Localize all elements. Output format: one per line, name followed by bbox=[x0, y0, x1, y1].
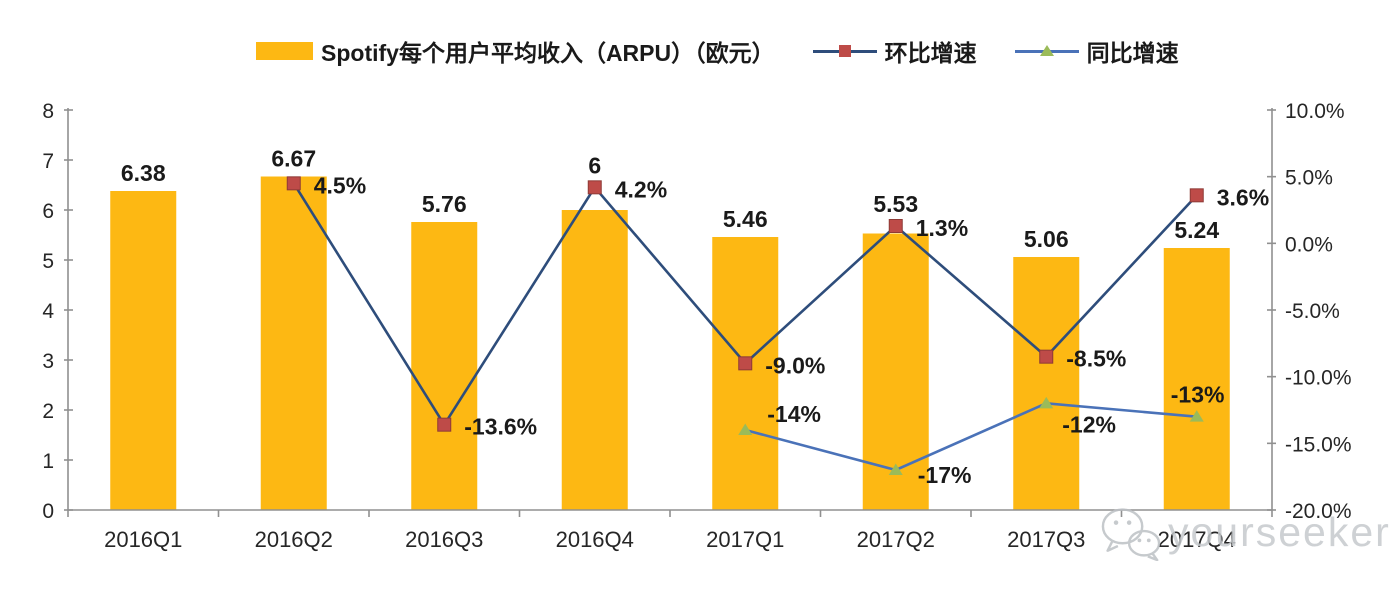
qoq-marker bbox=[1189, 188, 1204, 203]
qoq-marker bbox=[437, 417, 452, 432]
legend-item-arpu: Spotify每个用户平均收入（ARPU）（欧元） bbox=[256, 34, 775, 68]
yoy-marker bbox=[888, 463, 903, 475]
line-triangle-marker-icon bbox=[1014, 45, 1079, 56]
bar-value-label: 5.24 bbox=[1174, 217, 1219, 243]
yoy-marker bbox=[1039, 396, 1054, 409]
bar-value-label: 5.76 bbox=[422, 191, 467, 217]
bar-value-label: 5.53 bbox=[873, 191, 918, 217]
left-axis-tick-label: 1 bbox=[42, 450, 54, 473]
x-axis-category-label: 2016Q1 bbox=[104, 527, 182, 552]
legend-label-arpu: Spotify每个用户平均收入（ARPU）（欧元） bbox=[321, 40, 775, 66]
chart-legend: Spotify每个用户平均收入（ARPU）（欧元） 环比增速 同比增速 bbox=[256, 34, 1179, 68]
legend-item-yoy: 同比增速 bbox=[1014, 34, 1179, 68]
qoq-point-label: -9.0% bbox=[765, 352, 825, 378]
left-axis-tick-label: 4 bbox=[42, 300, 54, 323]
bar-2016Q1 bbox=[110, 191, 177, 510]
bar-2016Q2 bbox=[260, 176, 327, 510]
left-axis-tick-label: 3 bbox=[42, 350, 54, 373]
yoy-point-label: -12% bbox=[1062, 411, 1116, 437]
bar-2017Q3 bbox=[1013, 257, 1080, 510]
qoq-marker bbox=[1039, 349, 1054, 364]
bar-2016Q4 bbox=[561, 210, 628, 510]
left-axis-tick-label: 2 bbox=[42, 400, 54, 423]
qoq-marker bbox=[286, 176, 301, 191]
bar-2016Q3 bbox=[411, 222, 478, 510]
qoq-point-label: 4.5% bbox=[314, 172, 366, 198]
qoq-marker bbox=[738, 356, 753, 371]
left-axis-tick-label: 8 bbox=[42, 100, 54, 123]
qoq-marker bbox=[888, 219, 903, 233]
qoq-point-label: 3.6% bbox=[1217, 184, 1269, 210]
bar-value-label: 5.06 bbox=[1024, 226, 1069, 252]
legend-label-qoq: 环比增速 bbox=[884, 40, 977, 66]
right-axis-tick-label: 0.0% bbox=[1285, 233, 1333, 256]
left-axis-tick-label: 6 bbox=[42, 200, 54, 223]
bar-value-label: 6 bbox=[588, 152, 601, 178]
left-axis-tick-label: 0 bbox=[42, 500, 54, 523]
yoy-marker bbox=[738, 423, 753, 435]
right-axis-tick-label: 5.0% bbox=[1285, 167, 1333, 190]
bar-2017Q4 bbox=[1163, 248, 1230, 510]
bar-2017Q1 bbox=[712, 237, 779, 510]
qoq-point-label: 4.2% bbox=[615, 176, 667, 202]
yoy-line bbox=[744, 402, 1197, 472]
x-axis-category-label: 2017Q4 bbox=[1158, 527, 1236, 552]
left-axis-tick-label: 7 bbox=[42, 150, 54, 173]
x-axis-category-label: 2017Q3 bbox=[1007, 527, 1085, 552]
x-axis-category-label: 2016Q2 bbox=[255, 527, 333, 552]
line-square-marker-icon bbox=[812, 45, 877, 57]
bar-swatch-icon bbox=[256, 42, 313, 60]
x-axis-category-label: 2016Q4 bbox=[556, 527, 634, 552]
left-axis-tick-label: 5 bbox=[42, 250, 54, 273]
legend-item-qoq: 环比增速 bbox=[812, 34, 977, 68]
yoy-marker bbox=[1189, 410, 1204, 422]
bar-value-label: 5.46 bbox=[723, 206, 768, 232]
bar-value-label: 6.38 bbox=[121, 160, 166, 186]
right-axis-tick-label: -20.0% bbox=[1285, 500, 1352, 523]
x-axis-category-label: 2016Q3 bbox=[405, 527, 483, 552]
qoq-point-label: -8.5% bbox=[1066, 346, 1126, 372]
right-axis-tick-label: -10.0% bbox=[1285, 367, 1352, 390]
right-axis-tick-label: -15.0% bbox=[1285, 433, 1352, 456]
legend-label-yoy: 同比增速 bbox=[1086, 40, 1179, 66]
qoq-point-label: -13.6% bbox=[464, 414, 537, 440]
yoy-point-label: -13% bbox=[1171, 382, 1225, 408]
x-axis-category-label: 2017Q2 bbox=[857, 527, 935, 552]
yoy-point-label: -14% bbox=[767, 401, 821, 427]
yoy-point-label: -17% bbox=[918, 462, 972, 488]
right-axis-tick-label: -5.0% bbox=[1285, 300, 1340, 323]
right-axis-tick-label: 10.0% bbox=[1285, 100, 1345, 123]
qoq-marker bbox=[587, 180, 602, 195]
x-axis-category-label: 2017Q1 bbox=[706, 527, 784, 552]
bar-value-label: 6.67 bbox=[271, 146, 316, 172]
qoq-point-label: 1.3% bbox=[916, 215, 968, 241]
